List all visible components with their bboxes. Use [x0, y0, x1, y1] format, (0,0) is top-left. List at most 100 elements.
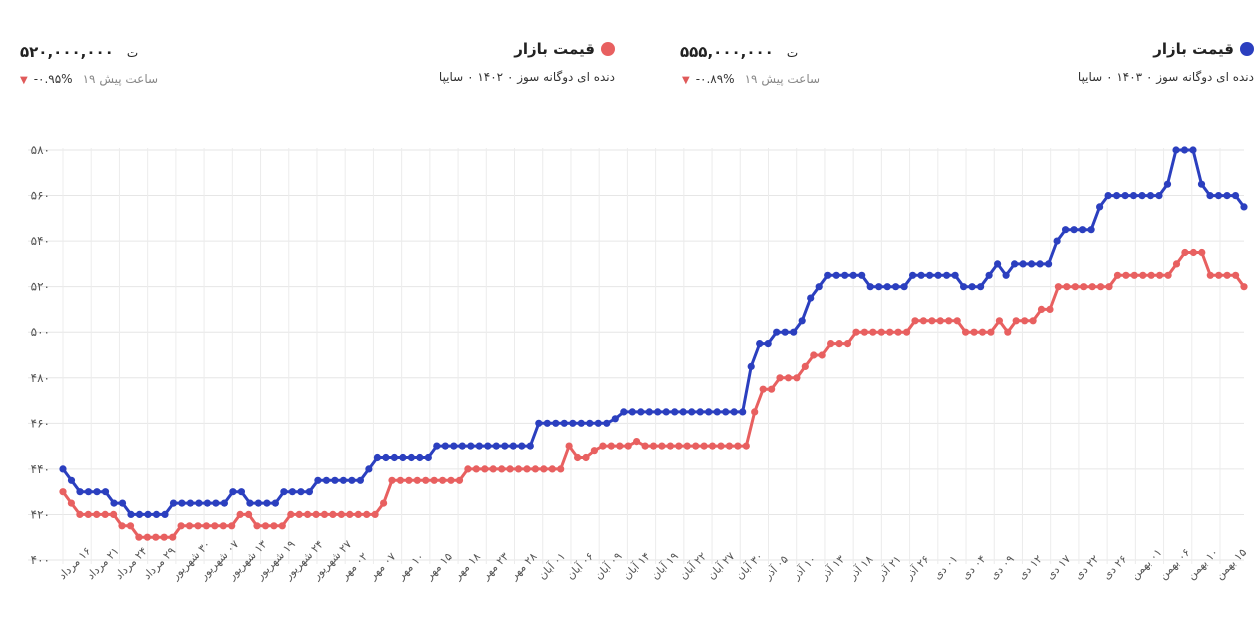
series-point-1[interactable]: [501, 442, 509, 450]
series-point-2[interactable]: [1105, 283, 1113, 291]
series-point-1[interactable]: [280, 488, 288, 496]
series-point-2[interactable]: [396, 476, 404, 484]
series-point-1[interactable]: [764, 340, 772, 348]
series-point-1[interactable]: [662, 408, 670, 416]
series-point-2[interactable]: [202, 522, 210, 530]
series-point-2[interactable]: [228, 522, 236, 530]
series-point-1[interactable]: [288, 488, 296, 496]
series-point-2[interactable]: [312, 510, 320, 518]
series-point-1[interactable]: [1079, 226, 1087, 234]
series-point-2[interactable]: [616, 442, 624, 450]
series-point-1[interactable]: [407, 453, 415, 462]
series-point-1[interactable]: [705, 408, 713, 416]
series-point-2[interactable]: [185, 522, 194, 530]
series-point-1[interactable]: [1121, 192, 1129, 200]
series-point-2[interactable]: [835, 340, 843, 348]
series-point-1[interactable]: [110, 499, 118, 507]
series-point-1[interactable]: [960, 283, 968, 291]
series-point-1[interactable]: [186, 499, 194, 507]
series-point-1[interactable]: [416, 453, 424, 462]
series-point-2[interactable]: [700, 442, 708, 450]
series-point-2[interactable]: [1071, 283, 1079, 291]
series-point-1[interactable]: [722, 408, 730, 416]
series-point-1[interactable]: [917, 271, 925, 279]
series-point-2[interactable]: [1004, 328, 1012, 336]
series-point-1[interactable]: [263, 499, 271, 507]
series-point-1[interactable]: [1104, 192, 1112, 200]
series-point-2[interactable]: [708, 442, 717, 450]
series-point-1[interactable]: [518, 442, 526, 450]
series-point-2[interactable]: [143, 533, 151, 541]
series-point-2[interactable]: [455, 476, 464, 484]
series-point-2[interactable]: [1206, 271, 1214, 279]
series-point-2[interactable]: [1172, 260, 1181, 268]
series-point-2[interactable]: [1232, 271, 1240, 279]
series-point-1[interactable]: [824, 271, 832, 279]
series-point-1[interactable]: [798, 317, 806, 325]
series-point-2[interactable]: [514, 465, 523, 473]
series-point-1[interactable]: [1062, 226, 1070, 234]
series-point-1[interactable]: [322, 476, 330, 484]
series-point-2[interactable]: [1037, 305, 1046, 313]
series-point-1[interactable]: [297, 488, 305, 496]
series-point-1[interactable]: [229, 488, 237, 496]
series-point-1[interactable]: [93, 488, 101, 496]
series-point-1[interactable]: [951, 271, 959, 279]
series-point-1[interactable]: [611, 415, 619, 423]
series-point-1[interactable]: [1155, 192, 1163, 200]
series-point-1[interactable]: [866, 283, 874, 291]
series-point-1[interactable]: [526, 442, 534, 450]
series-point-2[interactable]: [430, 476, 438, 484]
series-point-2[interactable]: [827, 340, 835, 348]
series-point-1[interactable]: [492, 442, 500, 450]
series-point-1[interactable]: [84, 488, 93, 496]
series-point-1[interactable]: [1002, 271, 1010, 279]
series-point-1[interactable]: [645, 408, 653, 416]
series-point-1[interactable]: [178, 499, 186, 507]
series-point-1[interactable]: [994, 260, 1002, 268]
series-point-2[interactable]: [1147, 271, 1155, 279]
series-point-2[interactable]: [717, 442, 725, 450]
series-point-2[interactable]: [1021, 317, 1029, 325]
series-point-2[interactable]: [843, 340, 852, 348]
series-point-2[interactable]: [666, 442, 675, 450]
series-point-2[interactable]: [287, 510, 295, 518]
series-point-1[interactable]: [671, 408, 679, 416]
series-point-2[interactable]: [447, 476, 455, 484]
series-point-1[interactable]: [569, 419, 577, 427]
series-point-2[interactable]: [278, 522, 286, 530]
series-point-1[interactable]: [1206, 192, 1214, 200]
series-point-2[interactable]: [919, 317, 928, 325]
series-point-1[interactable]: [254, 499, 262, 507]
series-point-2[interactable]: [801, 362, 809, 370]
series-point-2[interactable]: [1029, 317, 1037, 325]
series-point-1[interactable]: [875, 283, 883, 291]
series-point-2[interactable]: [506, 465, 514, 473]
series-point-2[interactable]: [995, 317, 1004, 325]
series-point-1[interactable]: [679, 408, 687, 416]
series-point-2[interactable]: [76, 510, 84, 518]
series-point-2[interactable]: [380, 499, 388, 507]
series-point-2[interactable]: [405, 476, 413, 484]
series-point-1[interactable]: [382, 453, 390, 462]
series-point-1[interactable]: [484, 442, 492, 450]
series-point-1[interactable]: [144, 510, 152, 518]
series-point-1[interactable]: [1028, 260, 1036, 268]
series-point-1[interactable]: [892, 283, 900, 291]
series-point-2[interactable]: [354, 510, 362, 518]
series-point-2[interactable]: [1156, 271, 1164, 279]
series-point-1[interactable]: [730, 408, 738, 416]
series-point-2[interactable]: [67, 499, 75, 507]
series-point-1[interactable]: [577, 419, 585, 427]
series-point-1[interactable]: [373, 453, 381, 462]
series-point-2[interactable]: [734, 442, 742, 450]
series-point-1[interactable]: [781, 328, 789, 336]
series-point-1[interactable]: [458, 442, 466, 450]
series-point-1[interactable]: [1070, 226, 1078, 234]
series-point-1[interactable]: [365, 465, 373, 473]
series-point-1[interactable]: [790, 328, 798, 336]
series-point-2[interactable]: [970, 328, 978, 336]
series-point-1[interactable]: [968, 283, 976, 291]
series-point-2[interactable]: [295, 510, 303, 518]
